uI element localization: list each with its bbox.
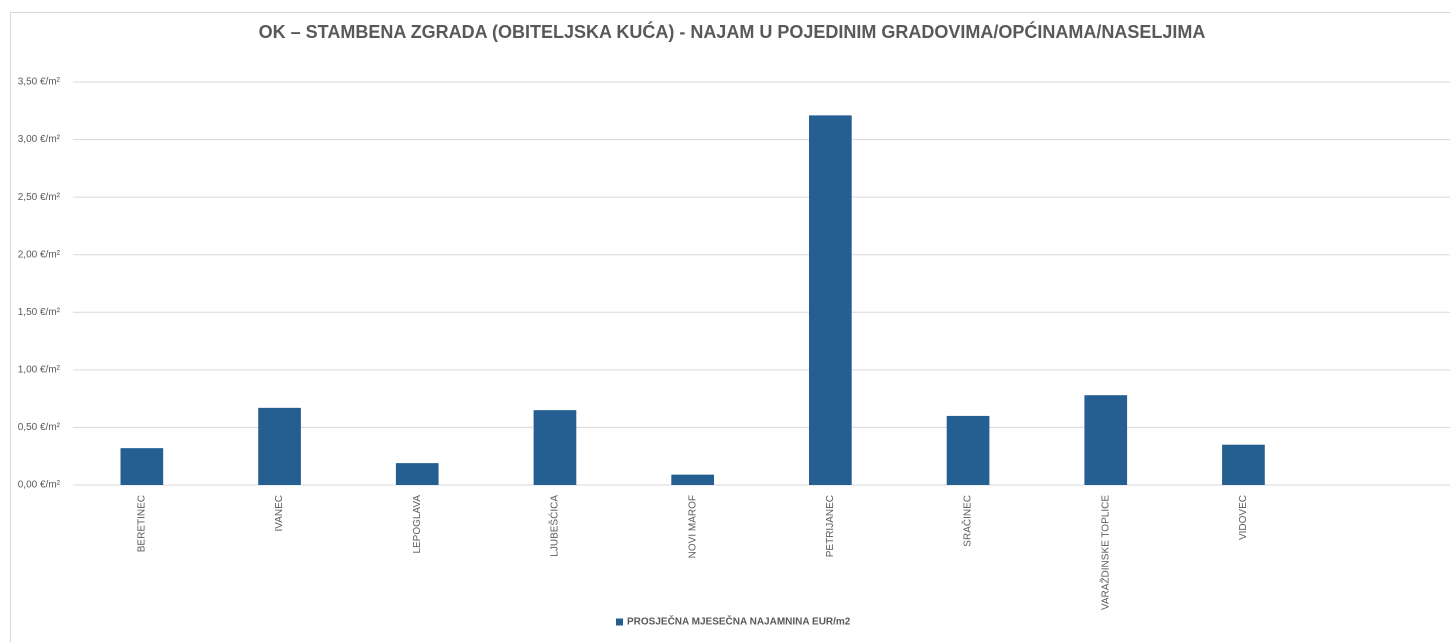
y-tick-label: 1,00 €/m² <box>18 364 61 375</box>
bar <box>1222 444 1265 485</box>
x-tick-label: PETRIJANEC <box>825 495 836 557</box>
x-tick-label: LJUBEŠĆICA <box>548 495 561 557</box>
y-tick-label: 2,00 €/m² <box>18 249 61 260</box>
bar <box>671 474 714 485</box>
bar <box>258 407 301 485</box>
bar <box>533 410 577 485</box>
y-tick-label: 0,00 €/m² <box>18 480 61 491</box>
x-tick-label: NOVI MAROF <box>687 495 698 558</box>
y-tick-label: 2,50 €/m² <box>18 192 61 203</box>
x-tick-label: VARAŽDINSKE TOPLICE <box>1098 495 1111 610</box>
y-tick-label: 3,00 €/m² <box>18 134 61 145</box>
x-tick-label: VIDOVEC <box>1238 495 1249 540</box>
x-tick-label: BERETINEC <box>136 495 147 552</box>
bar <box>395 463 439 485</box>
legend-label: PROSJEČNA MJESEČNA NAJAMNINA EUR/m2 <box>627 615 851 628</box>
x-tick-label: IVANEC <box>274 495 285 532</box>
bar <box>1084 395 1128 485</box>
legend-swatch <box>616 618 623 626</box>
chart-frame <box>10 12 1450 642</box>
bar <box>120 448 164 485</box>
bar <box>946 415 990 485</box>
y-tick-label: 0,50 €/m² <box>18 422 61 433</box>
x-tick-label: LEPOGLAVA <box>412 495 423 554</box>
x-tick-label: SRAČINEC <box>961 495 974 547</box>
bar <box>809 115 852 486</box>
y-tick-label: 3,50 €/m² <box>18 77 61 88</box>
chart-title: OK – STAMBENA ZGRADA (OBITELJSKA KUĆA) -… <box>259 21 1206 42</box>
y-tick-label: 1,50 €/m² <box>18 307 61 318</box>
